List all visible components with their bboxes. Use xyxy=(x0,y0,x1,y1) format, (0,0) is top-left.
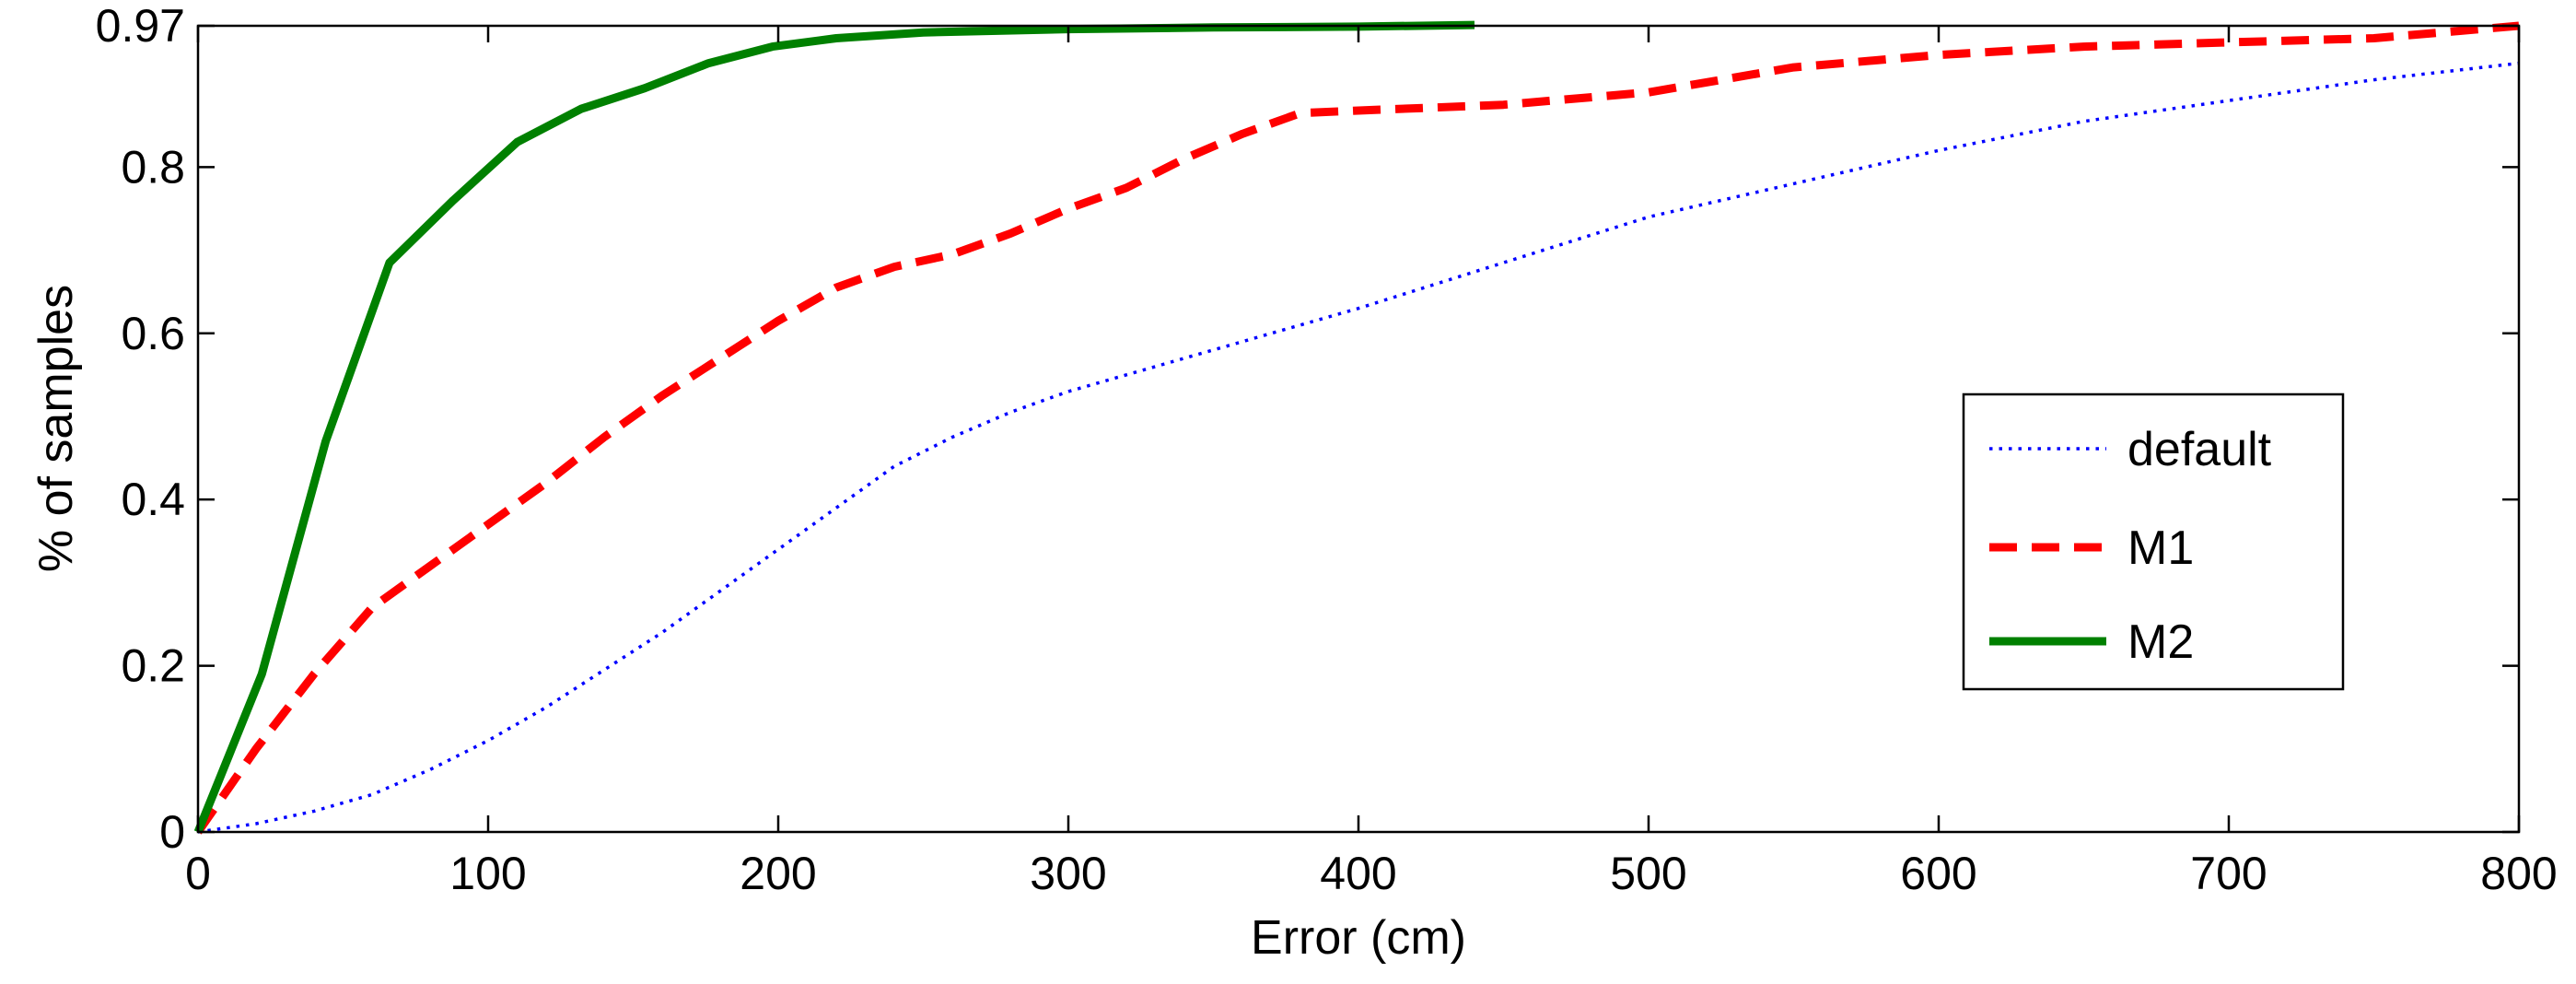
x-tick-label: 400 xyxy=(1320,848,1396,899)
series-line-m1 xyxy=(194,21,2520,835)
series-line-default xyxy=(197,61,2520,834)
x-tick-label: 800 xyxy=(2480,848,2557,899)
x-tick-label: 100 xyxy=(449,848,526,899)
series-group xyxy=(193,20,2520,835)
legend-label-m2: M2 xyxy=(2127,615,2194,669)
y-axis-label: % of samples xyxy=(29,285,83,572)
y-tick-label: 0.6 xyxy=(121,308,185,359)
y-tick-label: 0.4 xyxy=(121,474,185,525)
y-tick-label: 0.2 xyxy=(121,640,185,692)
y-tick-label: 0.8 xyxy=(121,141,185,193)
x-axis-ticks: 0 100 200 300 400 500 600 700 800 xyxy=(185,26,2558,899)
x-axis-label: Error (cm) xyxy=(1251,911,1466,965)
y-axis-ticks: 0 0.2 0.4 0.6 0.8 0.97 xyxy=(96,0,2519,858)
legend-label-default: default xyxy=(2127,423,2272,476)
x-tick-label: 500 xyxy=(1610,848,1686,899)
y-tick-label: 0 xyxy=(159,806,185,858)
y-tick-label: 0.97 xyxy=(96,0,185,52)
x-tick-label: 200 xyxy=(740,848,816,899)
x-tick-label: 0 xyxy=(185,848,211,899)
legend: default M1 M2 xyxy=(1962,392,2345,691)
legend-label-m1: M1 xyxy=(2127,521,2194,575)
x-tick-label: 600 xyxy=(1900,848,1976,899)
x-tick-label: 300 xyxy=(1030,848,1106,899)
x-tick-label: 700 xyxy=(2190,848,2267,899)
series-line-m2 xyxy=(193,20,1475,834)
